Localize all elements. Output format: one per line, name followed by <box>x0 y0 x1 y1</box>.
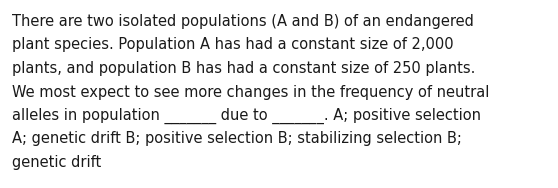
Text: alleles in population _______ due to _______. A; positive selection: alleles in population _______ due to ___… <box>12 108 481 124</box>
Text: We most expect to see more changes in the frequency of neutral: We most expect to see more changes in th… <box>12 84 489 99</box>
Text: plants, and population B has had a constant size of 250 plants.: plants, and population B has had a const… <box>12 61 475 76</box>
Text: A; genetic drift B; positive selection B; stabilizing selection B;: A; genetic drift B; positive selection B… <box>12 131 462 146</box>
Text: There are two isolated populations (A and B) of an endangered: There are two isolated populations (A an… <box>12 14 474 29</box>
Text: plant species. Population A has had a constant size of 2,000: plant species. Population A has had a co… <box>12 37 454 52</box>
Text: genetic drift: genetic drift <box>12 155 101 170</box>
